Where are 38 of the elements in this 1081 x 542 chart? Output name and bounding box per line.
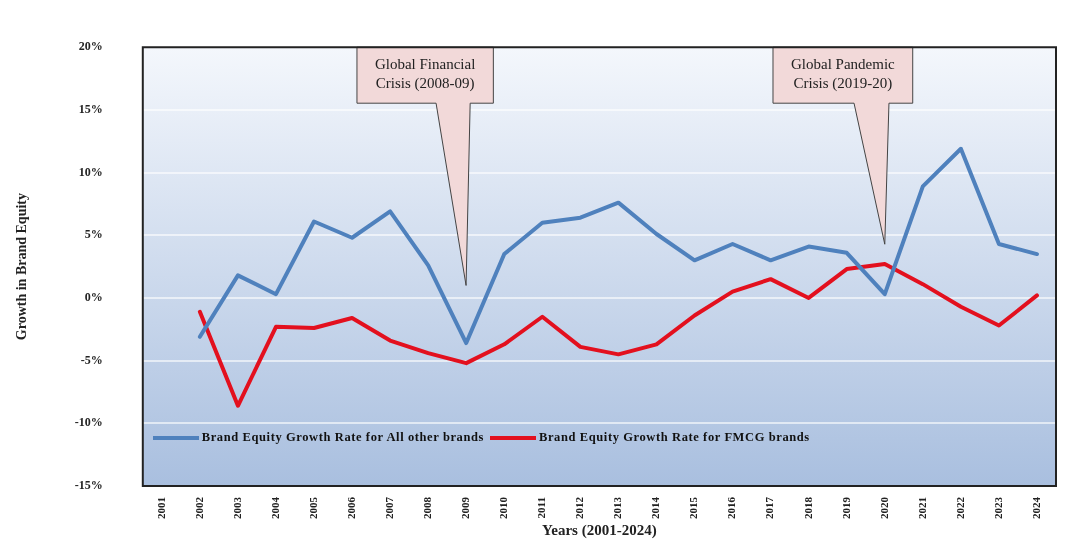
x-tick-label: 2018 (801, 496, 814, 519)
x-tick-label: 2024 (1029, 496, 1042, 519)
y-tick-label: 10% (78, 164, 103, 179)
y-tick-label: -10% (74, 415, 103, 430)
x-tick-label: 2009 (459, 496, 472, 519)
legend-label: Brand Equity Growth Rate for All other brands (201, 430, 485, 445)
annotation: Global Pandemic Crisis (2019-20) (790, 55, 896, 92)
legend-label: Brand Equity Growth Rate for FMCG brands (539, 430, 810, 445)
x-tick-label: 2020 (877, 496, 890, 519)
y-tick-label: -5% (80, 352, 103, 367)
x-tick-label: 2021 (915, 497, 928, 519)
x-axis-title: Years (2001-2024) (542, 521, 657, 539)
x-tick-label: 2011 (535, 497, 548, 519)
y-axis-title: Growth in Brand Equity (14, 193, 30, 341)
x-tick-label: 2015 (687, 496, 700, 519)
x-tick-label: 2010 (497, 496, 510, 519)
y-tick-label: 20% (78, 39, 103, 54)
y-tick-label: 15% (78, 101, 103, 116)
y-tick-label: 5% (84, 227, 103, 242)
y-tick-label: 0% (84, 290, 103, 305)
x-tick-label: 2019 (839, 496, 852, 519)
x-tick-label: 2008 (421, 496, 434, 519)
x-tick-label: 2004 (268, 496, 281, 519)
x-tick-label: 2006 (344, 496, 357, 519)
x-tick-label: 2001 (154, 497, 167, 519)
x-tick-label: 2005 (306, 496, 319, 519)
x-tick-label: 2016 (725, 496, 738, 519)
y-tick-label: -15% (74, 478, 103, 493)
x-tick-label: 2022 (953, 496, 966, 519)
x-tick-label: 2007 (382, 496, 395, 519)
x-tick-label: 2013 (611, 496, 624, 519)
x-tick-label: 2017 (763, 496, 776, 519)
x-tick-label: 2014 (649, 496, 662, 519)
x-tick-label: 2003 (230, 496, 243, 519)
x-tick-label: 2012 (573, 496, 586, 519)
x-tick-label: 2002 (192, 496, 205, 519)
x-tick-label: 2023 (991, 496, 1004, 519)
annotation: Global Financial Crisis (2008-09) (374, 55, 476, 92)
